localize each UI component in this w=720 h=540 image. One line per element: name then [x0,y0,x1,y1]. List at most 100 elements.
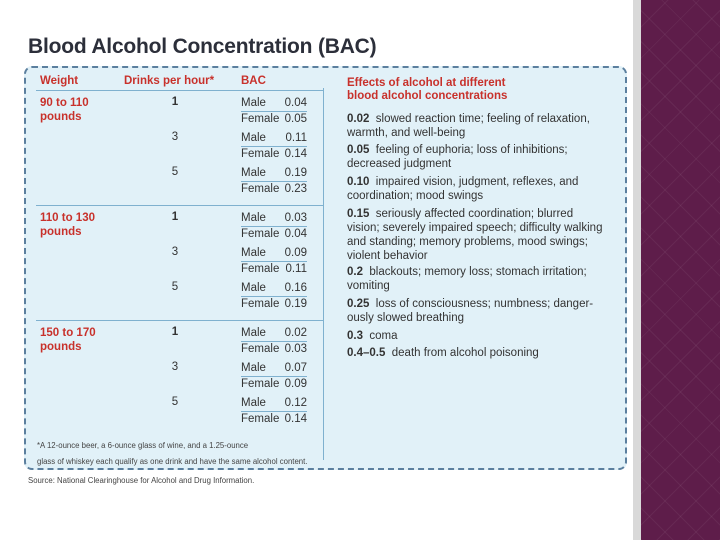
footnote-line: *A 12-ounce beer, a 6-ounce glass of win… [37,441,249,450]
effect-level: 0.25 [347,298,370,310]
weight-label: 150 to 170 [40,327,96,339]
effect-item: 0.05 feeling of euphoria; loss of inhibi… [347,143,607,171]
header-effects-line1: Effects of alcohol at different [347,77,506,89]
effect-text: warmth, and well-being [347,127,466,139]
effect-item: 0.25 loss of consciousness; numbness; da… [347,297,607,325]
female-bac: 0.23 [284,183,307,195]
drinks-value: 1 [171,96,179,108]
female-bac: 0.11 [285,263,307,275]
effect-level: 0.02 [347,113,370,125]
bac-cell: Male 0.03 Female 0.04 [241,211,307,242]
weight-label: 90 to 110 [40,97,89,109]
effect-text: death from alcohol poisoning [391,347,539,359]
female-label: Female [241,378,280,390]
female-label: Female [241,413,280,425]
male-label: Male [241,247,266,259]
female-label: Female [241,263,280,275]
page-title: Blood Alcohol Concentration (BAC) [28,35,377,58]
bac-cell: Male 0.07 Female 0.09 [241,361,307,392]
female-bac: 0.03 [284,343,307,355]
male-bac: 0.19 [284,167,307,179]
slide-border [633,0,641,540]
male-bac: 0.02 [284,327,307,339]
effect-text: vomiting [347,280,390,292]
male-label: Male [241,167,266,179]
effect-text: loss of consciousness; numbness; danger- [375,298,594,310]
header-effects-line2: blood alcohol concentrations [347,90,508,102]
effect-text: blackouts; memory loss; stomach irritati… [369,266,587,278]
weight-unit: pounds [40,341,82,353]
effect-level: 0.2 [347,266,363,278]
weight-group-3: 150 to 170 pounds [40,326,120,354]
male-bac: 0.03 [284,212,307,224]
group-divider-1 [36,205,324,206]
effect-text: coma [369,330,398,342]
effect-level: 0.3 [347,330,363,342]
male-bac: 0.12 [284,397,307,409]
drinks-value: 3 [171,361,179,373]
drinks-value: 3 [171,131,179,143]
effect-item: 0.02 slowed reaction time; feeling of re… [347,112,607,140]
header-weight: Weight [40,75,79,87]
group-divider-2 [36,320,324,321]
male-bac: 0.04 [284,97,307,109]
effect-item: 0.4–0.5 death from alcohol poisoning [347,346,607,360]
weight-group-1: 90 to 110 pounds [40,96,120,124]
effect-level: 0.15 [347,208,370,220]
female-bac: 0.14 [284,413,307,425]
drinks-value: 1 [171,326,179,338]
male-label: Male [241,362,266,374]
decorative-sidebar [641,0,720,540]
effect-item: 0.3 coma [347,329,607,343]
weight-unit: pounds [40,226,82,238]
effect-item: 0.2 blackouts; memory loss; stomach irri… [347,265,607,293]
effect-text: decreased judgment [347,158,452,170]
header-divider [36,90,324,91]
effect-item: 0.10 impaired vision, judgment, reflexes… [347,175,607,203]
effect-level: 0.05 [347,144,370,156]
male-bac: 0.07 [284,362,307,374]
effect-text: violent behavior [347,250,428,262]
male-bac: 0.09 [284,247,307,259]
effect-text: and standing; memory problems, mood swin… [347,236,588,248]
male-label: Male [241,97,266,109]
drinks-value: 5 [171,281,179,293]
column-divider [323,88,324,460]
header-effects: Effects of alcohol at different blood al… [347,77,507,103]
weight-unit: pounds [40,111,82,123]
effect-item: 0.15 seriously affected coordination; bl… [347,207,607,263]
female-label: Female [241,298,280,310]
effect-text: vision; severely impaired speech; diffic… [347,222,603,234]
male-label: Male [241,212,266,224]
male-label: Male [241,132,266,144]
effect-text: slowed reaction time; feeling of relaxat… [375,113,590,125]
effect-text: coordination; mood swings [347,190,484,202]
effect-text: seriously affected coordination; blurred [375,208,574,220]
male-bac: 0.16 [284,282,307,294]
header-drinks: Drinks per hour* [124,75,215,87]
footnote: *A 12-ounce beer, a 6-ounce glass of win… [37,438,342,470]
drinks-value: 3 [171,246,179,258]
male-bac: 0.11 [285,132,307,144]
effect-text: impaired vision, judgment, reflexes, and [375,176,579,188]
female-bac: 0.04 [284,228,307,240]
drinks-value: 1 [171,211,179,223]
bac-cell: Male 0.16 Female 0.19 [241,281,307,312]
header-bac: BAC [241,75,266,87]
source-credit: Source: National Clearinghouse for Alcoh… [28,476,255,485]
effect-level: 0.10 [347,176,370,188]
male-label: Male [241,327,266,339]
male-label: Male [241,282,266,294]
bac-cell: Male 0.09 Female 0.11 [241,246,307,277]
female-label: Female [241,343,280,355]
female-bac: 0.09 [284,378,307,390]
female-bac: 0.14 [284,148,307,160]
female-bac: 0.05 [284,113,307,125]
bac-table-panel [24,66,627,470]
footnote-line: glass of whiskey each qualify as one dri… [37,457,308,466]
female-label: Female [241,113,280,125]
female-label: Female [241,228,280,240]
effect-text: ously slowed breathing [347,312,464,324]
drinks-value: 5 [171,166,179,178]
bac-cell: Male 0.11 Female 0.14 [241,131,307,162]
